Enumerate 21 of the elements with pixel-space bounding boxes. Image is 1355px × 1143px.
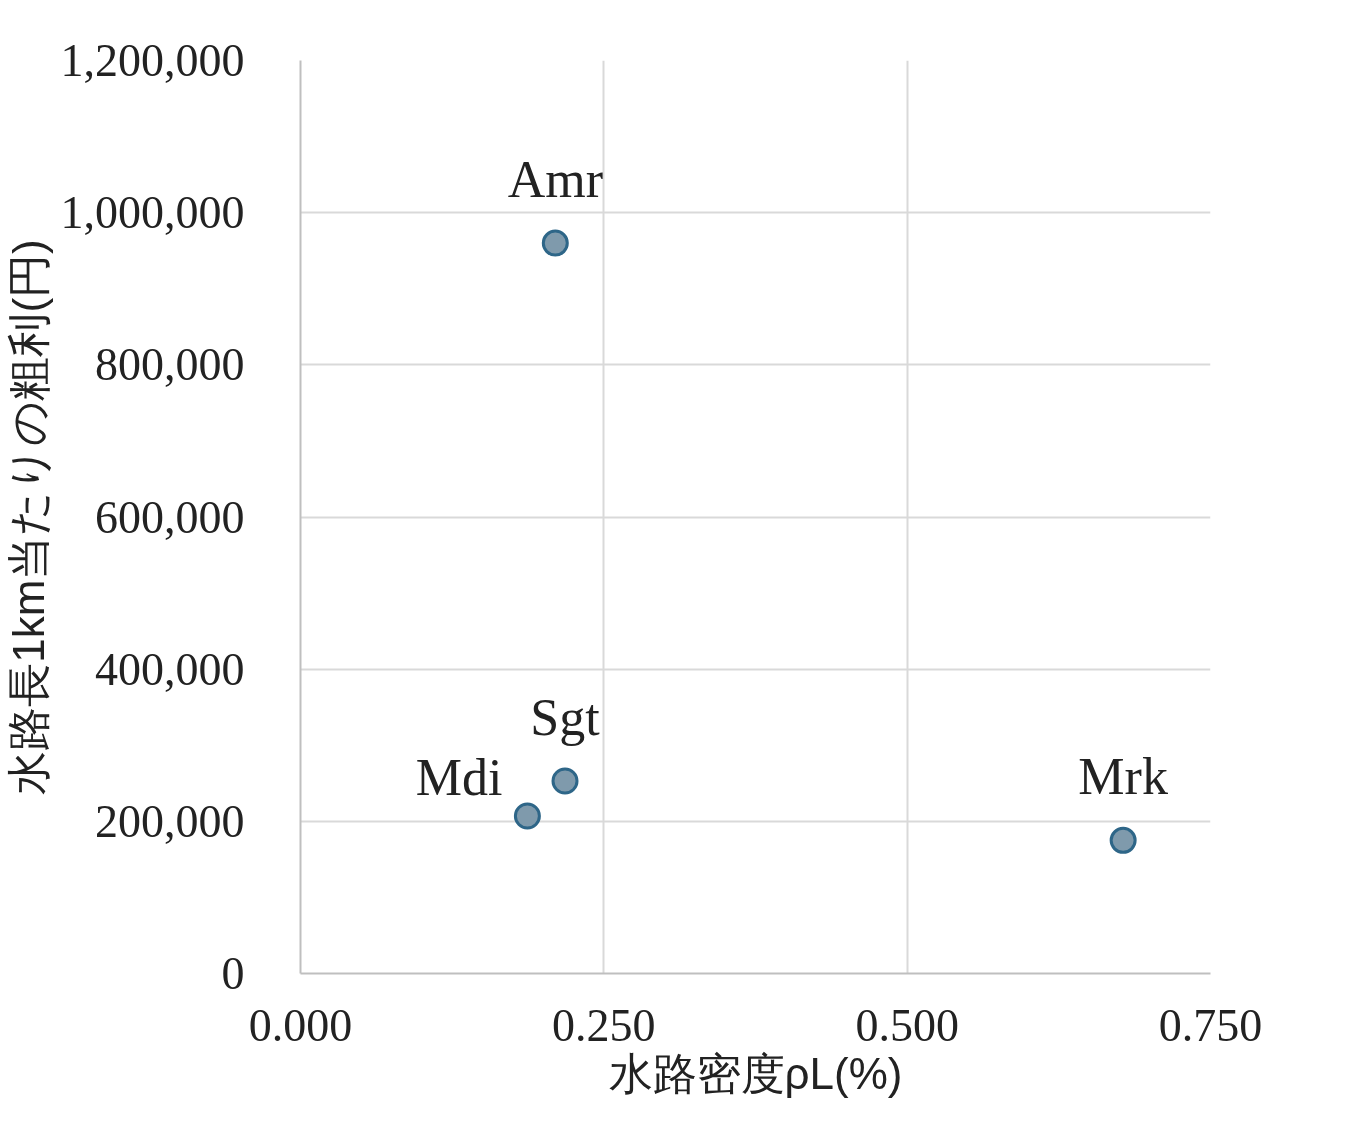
- annotation: Mrk: [1078, 748, 1168, 806]
- annotation: Sgt: [530, 689, 601, 747]
- x-tick-label: 0.250: [552, 999, 656, 1051]
- point: [541, 229, 569, 257]
- y-tick-label: 800,000: [95, 339, 245, 391]
- y-tick-label: 600,000: [95, 491, 245, 543]
- y-tick-label: 0: [221, 948, 245, 999]
- x-axis-title: 水路密度ρL(%): [608, 1048, 903, 1098]
- x-tick-label: 0.000: [248, 999, 353, 1051]
- x-tick-label: 0.500: [855, 999, 959, 1051]
- y-tick-label: 1,000,000: [60, 187, 245, 239]
- y-tick-label: 1,200,000: [60, 35, 245, 86]
- y-tick-label: 200,000: [95, 795, 245, 847]
- annotation: Amr: [507, 151, 603, 209]
- annotation: Mdi: [415, 749, 503, 807]
- point: [1109, 826, 1137, 854]
- point: [551, 767, 579, 795]
- y-tick-label: 400,000: [95, 643, 245, 695]
- y-axis-title: 水路長1km当たりの粗利(円): [3, 239, 53, 795]
- point: [513, 802, 541, 830]
- x-tick-label: 0.750: [1158, 999, 1263, 1051]
